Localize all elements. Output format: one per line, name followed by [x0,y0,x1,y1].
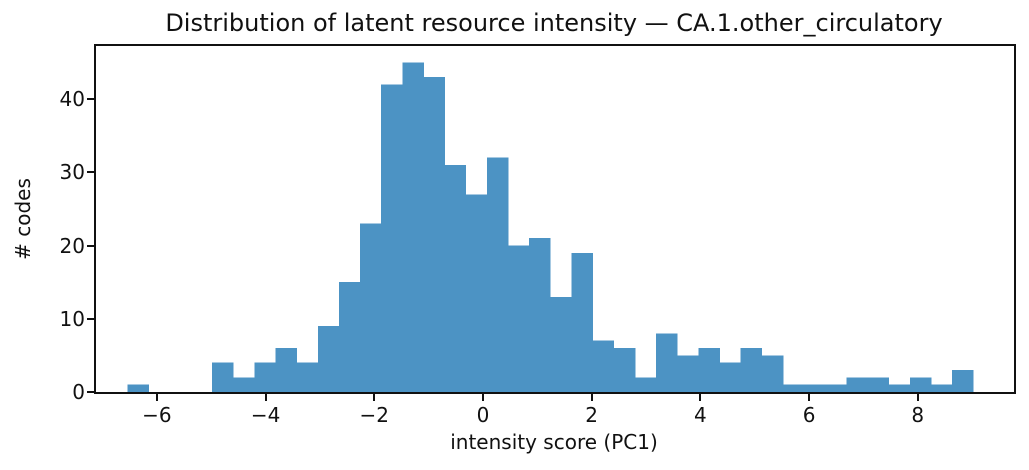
histogram-bar [529,238,551,392]
histogram-bar [465,194,488,392]
y-tick-mark [87,391,94,393]
x-tick-label: 8 [911,403,925,427]
x-tick-mark [264,394,267,401]
histogram-bar [444,164,467,392]
histogram-bar [613,348,636,392]
y-tick-mark [87,98,94,101]
histogram-bar [550,296,572,392]
histogram-bar [381,84,403,392]
plot-area [94,44,1016,394]
histogram-bar [338,282,361,392]
x-tick-mark [373,394,376,401]
x-tick-mark [155,394,158,401]
histogram-bar [930,384,953,392]
histogram-bar [402,62,424,392]
histogram-bar [677,355,699,392]
y-tick-label: 0 [72,380,85,404]
histogram-bar [867,377,890,392]
histogram-bar [952,370,974,392]
x-tick-label: 2 [585,403,599,427]
histogram-bar [423,77,446,392]
histogram-bar [656,333,678,392]
histogram-bar [782,384,805,392]
histogram-bar [127,384,150,392]
y-tick-label: 30 [59,160,85,185]
x-tick-label: −4 [250,403,281,427]
histogram-bar [634,377,657,392]
histogram-bar [825,384,847,392]
y-tick-label: 20 [59,233,85,258]
histogram-bar [212,362,234,392]
histogram-bar [317,326,340,392]
histogram-bar [254,362,276,392]
histogram-bar [888,384,911,392]
y-tick-label: 40 [59,87,85,112]
x-axis-label: intensity score (PC1) [450,430,658,454]
histogram-bar [508,245,530,392]
histogram-bar [804,384,826,392]
x-tick-label: 6 [802,403,816,427]
x-tick-mark [590,394,593,401]
y-tick-mark [87,244,94,247]
histogram-bar [233,377,255,392]
histogram-bars [127,62,974,392]
histogram-bar [486,157,509,392]
histogram-bar [592,340,615,392]
histogram-bar [296,362,319,392]
x-tick-mark [916,394,919,401]
chart-title: Distribution of latent resource intensit… [165,9,943,37]
x-tick-mark [481,394,484,401]
histogram-bar [761,355,784,392]
y-tick-mark [87,317,94,320]
x-tick-mark [699,394,702,401]
x-tick-label: −6 [142,403,172,427]
histogram-bar [740,348,763,392]
histogram-bar [571,252,594,392]
histogram-bar [360,223,382,392]
y-tick-label: 10 [59,306,85,331]
histogram-bar [719,362,742,392]
x-tick-label: 0 [476,403,490,427]
x-tick-mark [808,394,811,401]
histogram-bar [698,348,720,392]
histogram-bar [275,348,298,392]
y-tick-mark [87,171,94,174]
histogram-bar [846,377,868,392]
histogram-bar [909,377,932,392]
x-tick-label: 4 [694,403,707,427]
x-tick-label: −2 [359,403,389,427]
